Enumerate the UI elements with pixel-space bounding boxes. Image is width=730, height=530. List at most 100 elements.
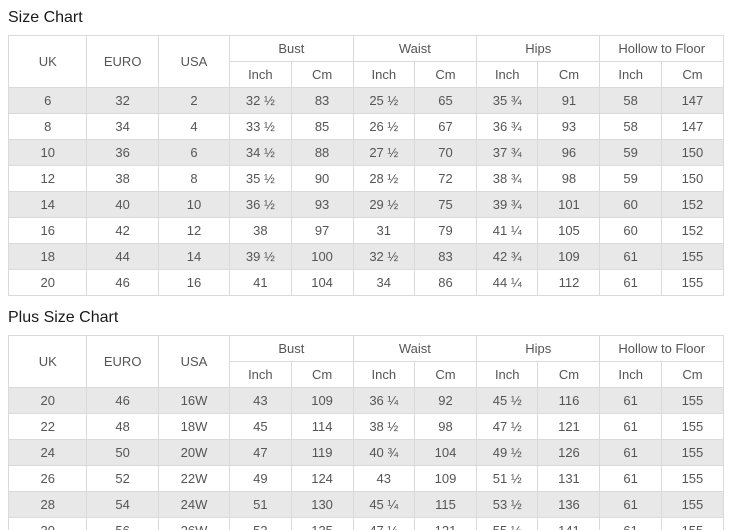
group-header: Hips (476, 335, 601, 362)
table-cell: 30 (7, 517, 88, 530)
table-cell: 39 ½ (229, 243, 292, 270)
table-cell: 6 (7, 87, 88, 114)
table-cell: 67 (413, 113, 478, 140)
unit-header: Inch (352, 361, 415, 388)
table-cell: 14 (157, 243, 231, 270)
table-cell: 18W (157, 413, 231, 440)
column-header: EURO (86, 335, 159, 388)
table-row: 22 48 18W 45 114 38 ½ 98 47 ½ 121 61 155 (7, 413, 725, 440)
table-cell: 16W (157, 387, 231, 414)
table-cell: 150 (660, 165, 725, 192)
group-header: Hollow to Floor (599, 335, 724, 362)
unit-header: Inch (229, 361, 292, 388)
table-cell: 61 (599, 243, 662, 270)
table-cell: 109 (290, 387, 354, 414)
table-cell: 27 ½ (352, 139, 415, 166)
table-cell: 50 (86, 439, 159, 466)
table-cell: 112 (537, 269, 601, 296)
table-cell: 38 ¾ (476, 165, 539, 192)
table-cell: 43 (352, 465, 415, 492)
table-row: 18 44 14 39 ½ 100 32 ½ 83 42 ¾ 109 61 155 (7, 243, 725, 270)
table-cell: 47 ½ (352, 517, 415, 530)
table-row: 14 40 10 36 ½ 93 29 ½ 75 39 ¾ 101 60 152 (7, 191, 725, 218)
table-cell: 36 ¼ (352, 387, 415, 414)
group-header: Hips (476, 35, 601, 62)
plus-size-chart-table: UK EURO USA Bust Waist Hips Hollow to Floor Inc… (7, 335, 725, 530)
table-cell: 135 (290, 517, 354, 530)
table-cell: 34 (86, 113, 159, 140)
table-cell: 91 (537, 87, 601, 114)
table-cell: 46 (86, 269, 159, 296)
group-header: Hollow to Floor (599, 35, 724, 62)
table-cell: 45 (229, 413, 292, 440)
table-cell: 93 (290, 191, 354, 218)
table-cell: 44 ¼ (476, 269, 539, 296)
unit-header: Inch (599, 361, 662, 388)
table-cell: 75 (413, 191, 478, 218)
column-header: UK (7, 35, 88, 88)
table-cell: 59 (599, 139, 662, 166)
table-cell: 8 (157, 165, 231, 192)
unit-header: Inch (599, 61, 662, 88)
table-cell: 47 (229, 439, 292, 466)
table-cell: 79 (413, 217, 478, 244)
table-cell: 58 (599, 113, 662, 140)
table-row: 305626W5313547 ½12155 ½14161155 (7, 517, 725, 530)
column-header: EURO (86, 35, 159, 88)
table-cell: 83 (290, 87, 354, 114)
table-cell: 28 (7, 491, 88, 518)
table-cell: 150 (660, 139, 725, 166)
table-cell: 101 (537, 191, 601, 218)
table-cell: 147 (660, 87, 725, 114)
table-cell: 52 (86, 465, 159, 492)
table-cell: 35 ¾ (476, 87, 539, 114)
table-cell: 35 ½ (229, 165, 292, 192)
table-cell: 53 (229, 517, 292, 530)
table-row: 8 34 4 33 ½ 85 26 ½ 67 36 ¾ 93 58 147 (7, 113, 725, 140)
header-row-units: Inch Cm Inch Cm Inch Cm Inch Cm (9, 61, 725, 88)
unit-header: Cm (413, 361, 478, 388)
table-cell: 49 (229, 465, 292, 492)
table-cell: 155 (660, 491, 725, 518)
table-cell: 61 (599, 387, 662, 414)
table-cell: 41 ¼ (476, 217, 539, 244)
table-cell: 8 (7, 113, 88, 140)
unit-header: Cm (537, 361, 601, 388)
table-cell: 47 ½ (476, 413, 539, 440)
unit-header: Inch (352, 61, 415, 88)
table-cell: 85 (290, 113, 354, 140)
table-cell: 131 (537, 465, 601, 492)
table-cell: 38 (229, 217, 292, 244)
table-cell: 16 (7, 217, 88, 244)
unit-header: Cm (660, 61, 725, 88)
table-cell: 32 ½ (229, 87, 292, 114)
table-cell: 51 ½ (476, 465, 539, 492)
table-row: 6 32 2 32 ½ 83 25 ½ 65 35 ¾ 91 58 147 (7, 87, 725, 114)
table-cell: 104 (413, 439, 478, 466)
table-cell: 45 ½ (476, 387, 539, 414)
table-cell: 92 (413, 387, 478, 414)
table-cell: 42 (86, 217, 159, 244)
table-cell: 26W (157, 517, 231, 530)
table-cell: 61 (599, 413, 662, 440)
table-cell: 6 (157, 139, 231, 166)
table-cell: 12 (7, 165, 88, 192)
table-row: 12 38 8 35 ½ 90 28 ½ 72 38 ¾ 98 59 150 (7, 165, 725, 192)
table-cell: 24 (7, 439, 88, 466)
table-cell: 61 (599, 439, 662, 466)
table-cell: 32 (86, 87, 159, 114)
table-cell: 155 (660, 387, 725, 414)
table-cell: 130 (290, 491, 354, 518)
table-cell: 60 (599, 191, 662, 218)
unit-header: Inch (476, 61, 539, 88)
table-cell: 45 ¼ (352, 491, 415, 518)
table-cell: 98 (537, 165, 601, 192)
table-cell: 61 (599, 491, 662, 518)
table-cell: 37 ¾ (476, 139, 539, 166)
table-cell: 41 (229, 269, 292, 296)
header-row-units: Inch Cm Inch Cm Inch Cm Inch Cm (9, 361, 725, 388)
table-cell: 60 (599, 217, 662, 244)
table-cell: 12 (157, 217, 231, 244)
table-cell: 26 (7, 465, 88, 492)
